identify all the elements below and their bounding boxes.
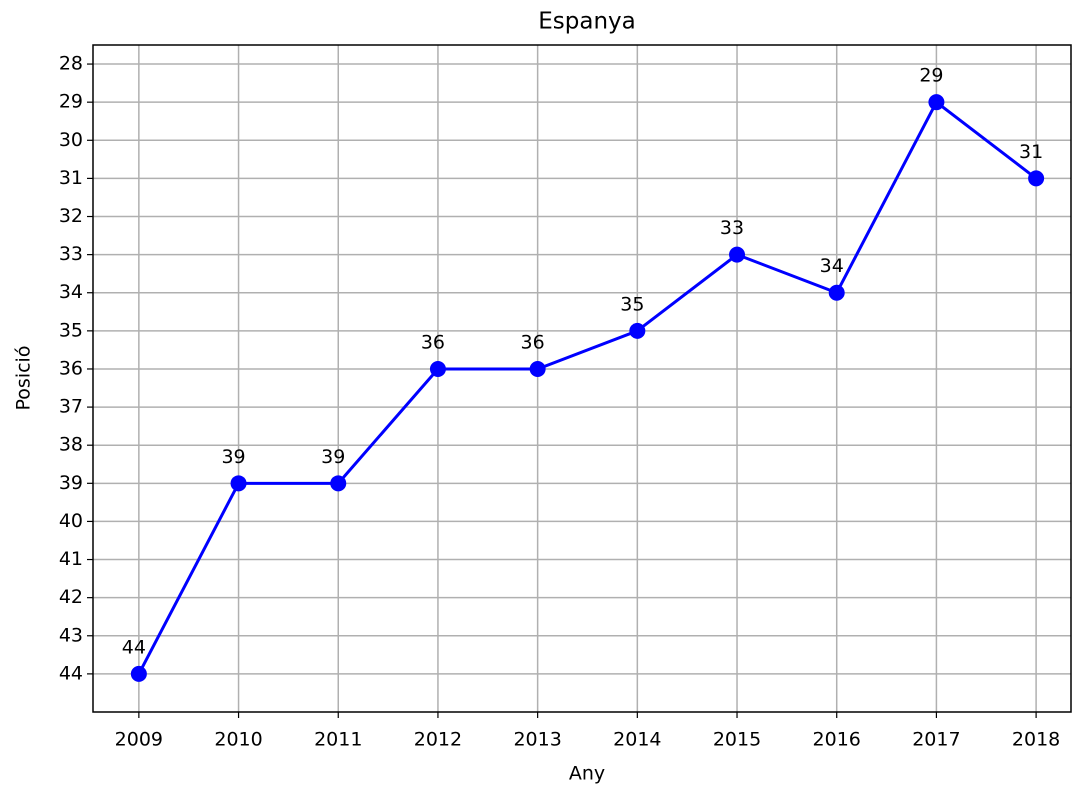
data-label: 44: [122, 636, 146, 658]
x-tick-label: 2009: [115, 729, 163, 751]
marker: [330, 475, 347, 492]
marker: [230, 475, 247, 492]
y-tick-label: 28: [59, 53, 83, 75]
y-tick-label: 38: [59, 434, 83, 456]
marker: [928, 94, 945, 111]
y-tick-label: 30: [59, 129, 83, 151]
marker: [629, 322, 646, 339]
marker: [729, 246, 746, 263]
y-tick-label: 37: [59, 396, 83, 418]
x-axis-label: Any: [569, 763, 605, 785]
y-tick-label: 29: [59, 91, 83, 113]
data-label: 36: [521, 331, 545, 353]
data-label: 39: [221, 446, 245, 468]
y-tick-label: 34: [59, 281, 83, 303]
y-tick-label: 41: [59, 548, 83, 570]
x-tick-label: 2011: [314, 729, 362, 751]
x-tick-label: 2010: [214, 729, 262, 751]
data-label: 34: [820, 255, 844, 277]
y-tick-label: 32: [59, 205, 83, 227]
x-tick-label: 2013: [513, 729, 561, 751]
line: [137, 99, 1038, 675]
y-tick-label: 42: [59, 586, 83, 608]
y-tick-label: 40: [59, 510, 83, 532]
x-tick-label: 2017: [912, 729, 960, 751]
y-tick-label: 44: [59, 662, 83, 684]
chart-title: Espanya: [538, 9, 636, 35]
marker: [529, 360, 546, 377]
marker: [1028, 170, 1045, 187]
y-axis-label: Posició: [13, 346, 35, 411]
x-tick-label: 2016: [813, 729, 861, 751]
y-tick-label: 33: [59, 243, 83, 265]
plot-frame: [92, 44, 1072, 713]
marker: [828, 284, 845, 301]
data-label: 35: [620, 293, 644, 315]
y-tick-label: 39: [59, 472, 83, 494]
x-tick-label: 2012: [414, 729, 462, 751]
x-tick-label: 2015: [713, 729, 761, 751]
data-label: 39: [321, 446, 345, 468]
x-tick-label: 2014: [613, 729, 661, 751]
data-label: 29: [919, 65, 943, 87]
marker: [130, 665, 147, 682]
x-tick-label: 2018: [1012, 729, 1060, 751]
y-tick-label: 43: [59, 624, 83, 646]
data-label: 36: [421, 331, 445, 353]
marker: [429, 360, 446, 377]
y-tick-label: 31: [59, 167, 83, 189]
y-tick-label: 35: [59, 319, 83, 341]
data-label: 31: [1019, 141, 1043, 163]
y-tick-label: 36: [59, 357, 83, 379]
data-label: 33: [720, 217, 744, 239]
